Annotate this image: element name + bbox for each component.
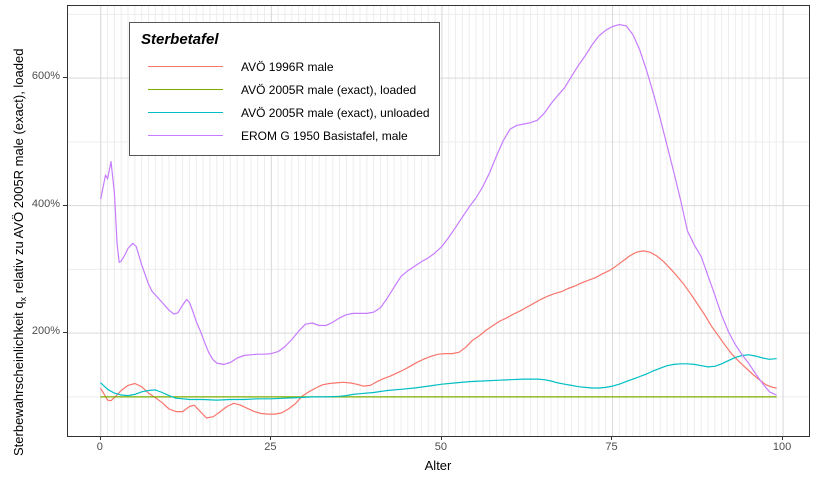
x-tick-mark bbox=[99, 436, 101, 440]
x-tick-mark bbox=[611, 436, 613, 440]
legend-row: AVÖ 2005R male (exact), unloaded bbox=[140, 101, 430, 124]
legend-key-line bbox=[148, 89, 223, 90]
x-tick-label: 100 bbox=[772, 441, 792, 453]
x-tick-mark bbox=[782, 436, 784, 440]
legend-entries: AVÖ 1996R male AVÖ 2005R male (exact), lo… bbox=[140, 55, 430, 147]
legend-key-line bbox=[148, 135, 223, 136]
y-axis-title-suffix: relativ zu AVÖ 2005R male (exact), loade… bbox=[11, 48, 26, 297]
legend-box: Sterbetafel AVÖ 1996R male AVÖ 2005R male… bbox=[129, 22, 440, 156]
x-tick-mark bbox=[270, 436, 272, 440]
legend-label: AVÖ 1996R male bbox=[241, 59, 334, 74]
legend-label: AVÖ 2005R male (exact), unloaded bbox=[241, 105, 430, 120]
x-tick-label: 50 bbox=[434, 441, 448, 453]
series-line-av-1996r-male bbox=[100, 250, 777, 419]
legend-key-line bbox=[148, 112, 223, 113]
y-tick-mark bbox=[63, 204, 67, 206]
series-line-erom-g-1950-basistafel-male bbox=[100, 24, 777, 396]
legend-label: AVÖ 2005R male (exact), loaded bbox=[241, 82, 417, 97]
x-axis-title: Alter bbox=[424, 458, 452, 473]
legend-row: AVÖ 2005R male (exact), loaded bbox=[140, 78, 429, 101]
y-tick-mark bbox=[63, 332, 67, 334]
x-tick-label: 75 bbox=[605, 441, 618, 453]
legend-label: EROM G 1950 Basistafel, male bbox=[241, 128, 408, 143]
legend-row: AVÖ 1996R male bbox=[140, 55, 429, 78]
x-tick-label: 25 bbox=[264, 441, 277, 453]
x-tick-label: 0 bbox=[96, 441, 103, 453]
y-tick-label: 400% bbox=[31, 197, 60, 210]
legend-row: EROM G 1950 Basistafel, male bbox=[140, 124, 429, 147]
y-axis-title: Sterbewahrscheinlichkeit qx relativ zu A… bbox=[11, 49, 28, 456]
legend-key-line bbox=[148, 66, 223, 67]
y-tick-label: 200% bbox=[31, 325, 60, 338]
x-tick-mark bbox=[440, 436, 442, 440]
legend-title: Sterbetafel bbox=[141, 31, 219, 48]
y-axis-title-subscript: x bbox=[18, 296, 28, 302]
series-line-av-2005r-male-exact-unloaded bbox=[100, 354, 777, 401]
y-tick-label: 600% bbox=[31, 70, 60, 83]
y-tick-mark bbox=[63, 77, 67, 79]
